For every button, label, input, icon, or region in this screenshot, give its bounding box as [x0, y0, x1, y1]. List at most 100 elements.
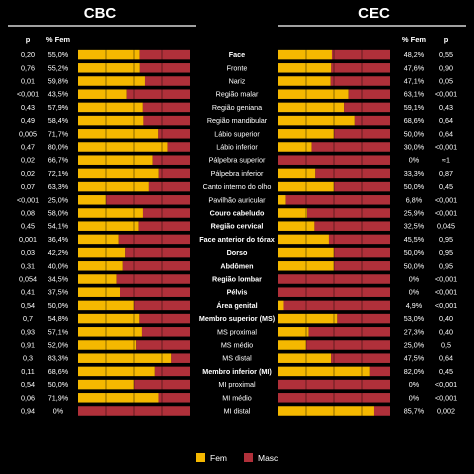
- cec-fem-bar: [278, 142, 312, 152]
- cbc-fem-percent: 42,2%: [48, 248, 69, 257]
- cbc-masc-bar: [120, 287, 190, 297]
- cbc-fem-bar: [78, 234, 119, 245]
- cec-masc-bar: [344, 102, 390, 113]
- cec-fem-percent: 68,6%: [404, 116, 425, 125]
- cbc-fem-bar: [78, 221, 139, 231]
- cbc-masc-bar: [139, 63, 190, 73]
- cbc-fem-bar: [78, 102, 143, 113]
- cbc-fem-percent: 37,5%: [48, 288, 69, 297]
- cec-fem-bar: [278, 234, 329, 245]
- cbc-fem-bar: [78, 366, 155, 377]
- cec-p-value: 0,95: [439, 235, 453, 244]
- cec-masc-bar: [354, 115, 390, 126]
- cbc-fem-bar: [78, 208, 143, 218]
- cbc-masc-bar: [158, 129, 190, 139]
- cec-fem-percent: 25,0%: [404, 341, 425, 350]
- category-label: Fronte: [227, 63, 248, 72]
- cbc-fem-bar: [78, 274, 117, 284]
- cbc-p-value: 0,054: [19, 275, 37, 284]
- cec-fem-bar: [278, 340, 306, 350]
- legend-masc-swatch: [244, 453, 253, 462]
- cbc-fem-percent: 71,7%: [48, 129, 69, 138]
- cbc-fem-percent: 55,2%: [48, 63, 69, 72]
- cec-p-header: p: [444, 35, 449, 44]
- cbc-masc-bar: [122, 261, 190, 271]
- cec-fem-percent: 63,1%: [404, 90, 425, 99]
- cbc-fem-percent: 25,0%: [48, 195, 69, 204]
- cbc-p-value: 0,07: [21, 182, 35, 191]
- cec-masc-bar: [307, 208, 390, 218]
- chart-rows: 0,20 55,0% Face 48,2% 0,55 0,76 55,2% Fronte 47,…: [17, 49, 457, 417]
- cbc-fem-bar: [78, 115, 144, 126]
- cbc-fem-bar: [78, 287, 120, 297]
- cec-p-value: 0,87: [439, 169, 453, 178]
- cec-fem-percent: 50,0%: [404, 248, 425, 257]
- category-label: MS proximal: [217, 327, 257, 336]
- cec-fem-bar: [278, 221, 315, 231]
- cbc-p-value: 0,06: [21, 393, 35, 402]
- category-label: Membro superior (MS): [199, 314, 276, 323]
- legend-fem-label: Fem: [210, 453, 227, 463]
- cec-p-value: 0,43: [439, 103, 453, 112]
- cec-masc-bar: [308, 327, 390, 337]
- cbc-fem-percent: 58,0%: [48, 209, 69, 218]
- cbc-p-value: 0,31: [21, 261, 35, 270]
- cbc-p-value: 0,11: [21, 367, 34, 376]
- cec-fem-percent: 47,6%: [404, 63, 425, 72]
- category-label: Couro cabeludo: [210, 209, 265, 218]
- cec-masc-bar: [348, 89, 390, 99]
- cec-fem-percent: 4,9%: [406, 301, 423, 310]
- cbc-p-value: 0,3: [23, 354, 33, 363]
- cec-p-value: 0,40: [439, 314, 453, 323]
- category-label: Pavilhão auricular: [208, 195, 266, 204]
- cbc-fem-bar: [78, 313, 140, 324]
- cec-p-value: 0,95: [439, 261, 453, 270]
- cec-masc-bar: [311, 142, 390, 152]
- cec-p-value: 0,40: [439, 327, 453, 336]
- cec-masc-bar: [331, 353, 390, 363]
- cbc-p-value: 0,43: [21, 103, 35, 112]
- cbc-p-value: 0,49: [21, 116, 35, 125]
- cbc-p-header: p: [26, 35, 31, 44]
- cec-fem-bar: [278, 63, 332, 73]
- cbc-p-value: 0,41: [21, 288, 35, 297]
- cec-p-value: 0,5: [441, 341, 451, 350]
- cbc-masc-bar: [118, 234, 190, 245]
- cec-fem-bar: [278, 195, 286, 205]
- category-label: Face anterior do tórax: [199, 235, 275, 244]
- cbc-fem-percent: 50,0%: [48, 380, 69, 389]
- cec-p-value: 0,45: [439, 367, 453, 376]
- cec-fem-percent: 50,0%: [404, 182, 425, 191]
- cec-masc-bar: [330, 76, 390, 86]
- cbc-p-value: 0,001: [19, 235, 37, 244]
- cbc-fem-percent: 36,4%: [48, 235, 69, 244]
- cbc-p-value: 0,02: [21, 169, 35, 178]
- cec-fem-percent: 53,0%: [404, 314, 425, 323]
- cbc-p-value: 0,54: [21, 301, 35, 310]
- cec-fem-percent: 50,0%: [404, 261, 425, 270]
- cec-fem-bar: [278, 366, 370, 377]
- cec-masc-bar: [331, 63, 390, 73]
- cec-p-value: <0,001: [435, 380, 457, 389]
- cec-p-value: <0,001: [435, 275, 457, 284]
- cbc-fem-percent: 71,9%: [48, 393, 69, 402]
- cbc-masc-bar: [144, 76, 190, 86]
- cbc-masc-bar: [152, 155, 190, 165]
- cbc-fem-percent: 57,9%: [48, 103, 69, 112]
- cbc-fem-bar: [78, 247, 126, 258]
- cbc-fem-percent: 34,5%: [48, 275, 69, 284]
- cbc-p-value: 0,54: [21, 380, 35, 389]
- cbc-masc-bar: [142, 102, 190, 113]
- cbc-p-value: 0,45: [21, 222, 35, 231]
- cec-masc-bar: [283, 300, 390, 311]
- cbc-fem-percent: 43,5%: [48, 90, 69, 99]
- cec-fem-percent: 0%: [409, 275, 420, 284]
- cec-fem-bar: [278, 76, 331, 86]
- cec-masc-bar: [328, 234, 390, 245]
- cec-p-value: ≈1: [442, 156, 450, 165]
- cbc-fem-percent: 50,0%: [48, 301, 69, 310]
- cec-p-value: 0,45: [439, 182, 453, 191]
- cec-fem-bar: [278, 168, 316, 179]
- cbc-masc-bar: [136, 340, 190, 350]
